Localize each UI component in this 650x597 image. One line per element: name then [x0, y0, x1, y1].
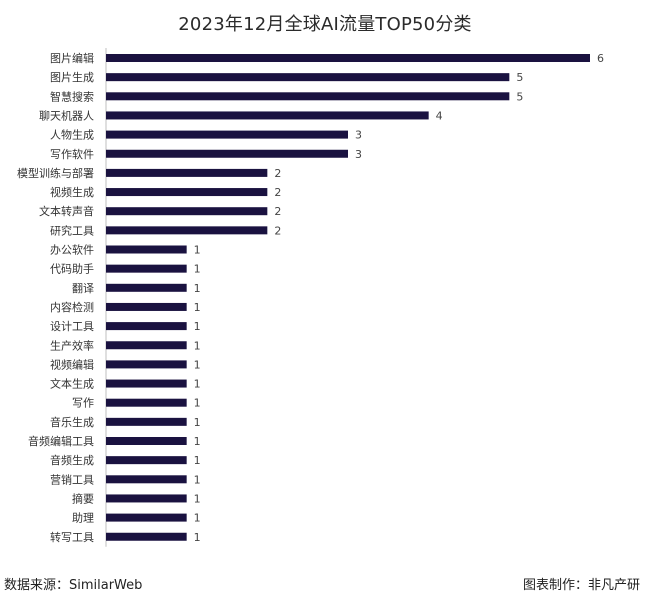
- bar: [106, 73, 510, 82]
- chart-title: 2023年12月全球AI流量TOP50分类: [178, 14, 472, 35]
- value-label: 1: [194, 301, 201, 314]
- category-label: 摘要: [72, 491, 94, 505]
- category-label: 写作软件: [50, 147, 94, 161]
- value-label: 1: [194, 320, 201, 333]
- bar: [106, 417, 187, 426]
- category-label: 设计工具: [50, 320, 94, 333]
- value-label: 6: [597, 52, 604, 65]
- bar: [106, 264, 187, 273]
- category-label: 写作: [72, 397, 94, 410]
- value-label: 5: [516, 71, 523, 84]
- category-label: 文本转声音: [39, 204, 94, 218]
- value-label: 3: [355, 129, 362, 142]
- category-label: 研究工具: [50, 223, 94, 237]
- category-label: 营销工具: [50, 472, 94, 486]
- category-label: 代码助手: [50, 262, 94, 276]
- bar: [106, 456, 187, 465]
- category-label: 视频生成: [50, 185, 94, 199]
- category-label: 图片编辑: [50, 51, 94, 65]
- value-label: 1: [194, 435, 201, 448]
- value-label: 2: [274, 224, 281, 237]
- category-label: 内容检测: [50, 300, 94, 314]
- value-label: 1: [194, 531, 201, 544]
- category-label: 助理: [72, 511, 94, 525]
- bar: [106, 494, 187, 503]
- bar: [106, 283, 187, 292]
- category-label: 智慧搜索: [50, 89, 94, 103]
- value-label: 2: [274, 186, 281, 199]
- category-label: 翻译: [72, 281, 94, 295]
- bar: [106, 149, 348, 158]
- category-label: 模型训练与部署: [17, 166, 94, 180]
- value-label: 1: [194, 282, 201, 295]
- bar: [106, 379, 187, 388]
- value-label: 1: [194, 492, 201, 505]
- bar-chart: 图片编辑 6 图片生成 5 智慧搜索 5 聊天机器人 4 人物生成 3 写作软件 3 模型训练与部署 2 视…: [17, 48, 604, 547]
- value-label: 2: [274, 205, 281, 218]
- bar: [106, 168, 268, 177]
- category-label: 图片生成: [50, 70, 94, 84]
- category-label: 人物生成: [50, 128, 94, 142]
- bar: [106, 207, 268, 216]
- value-label: 1: [194, 397, 201, 410]
- bar: [106, 475, 187, 484]
- bar: [106, 54, 590, 62]
- bar: [106, 322, 187, 331]
- value-label: 2: [274, 167, 281, 180]
- bar: [106, 302, 187, 311]
- bar: [106, 360, 187, 369]
- category-label: 聊天机器人: [39, 108, 94, 122]
- bar: [106, 92, 510, 101]
- value-label: 1: [194, 263, 201, 276]
- category-label: 音频生成: [50, 453, 94, 467]
- category-label: 生产效率: [50, 338, 94, 352]
- category-label: 文本生成: [50, 377, 94, 391]
- bar: [106, 226, 268, 235]
- bar: [106, 532, 187, 541]
- value-label: 1: [194, 473, 201, 486]
- category-label: 音频编辑工具: [28, 434, 94, 448]
- data-source-note: 数据来源：SimilarWeb: [4, 578, 143, 593]
- value-label: 5: [516, 90, 523, 103]
- bar: [106, 245, 187, 254]
- value-label: 1: [194, 339, 201, 352]
- value-label: 4: [436, 109, 443, 122]
- bar: [106, 437, 187, 445]
- value-label: 1: [194, 416, 201, 429]
- bar: [106, 513, 187, 522]
- value-label: 1: [194, 244, 201, 257]
- category-label: 办公软件: [50, 243, 94, 257]
- value-label: 1: [194, 358, 201, 371]
- value-label: 1: [194, 378, 201, 391]
- bar: [106, 341, 187, 350]
- chart-credit-note: 图表制作：非凡产研: [522, 578, 640, 593]
- value-label: 1: [194, 512, 201, 525]
- category-label: 视频编辑: [50, 357, 94, 371]
- bar: [106, 130, 348, 139]
- bar: [106, 398, 187, 407]
- bar: [106, 111, 429, 120]
- category-label: 转写工具: [50, 530, 94, 544]
- category-label: 音乐生成: [50, 415, 94, 429]
- value-label: 3: [355, 148, 362, 161]
- value-label: 1: [194, 454, 201, 467]
- bar: [106, 188, 268, 197]
